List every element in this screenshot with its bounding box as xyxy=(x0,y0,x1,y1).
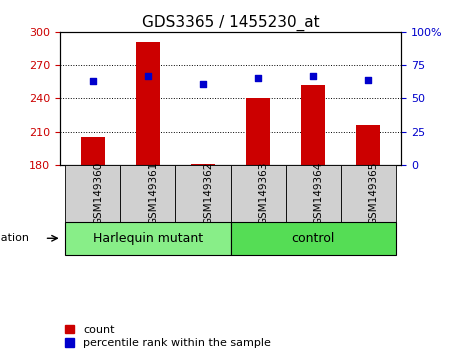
Text: GSM149362: GSM149362 xyxy=(203,161,213,225)
Bar xyxy=(65,165,120,222)
Bar xyxy=(301,85,325,165)
Text: Harlequin mutant: Harlequin mutant xyxy=(93,232,203,245)
Point xyxy=(199,81,207,86)
Text: GSM149365: GSM149365 xyxy=(368,161,378,225)
Point xyxy=(89,78,97,84)
Text: genotype/variation: genotype/variation xyxy=(0,233,29,243)
Text: GSM149360: GSM149360 xyxy=(93,161,103,225)
Bar xyxy=(341,165,396,222)
Point xyxy=(364,77,372,82)
Point xyxy=(144,73,152,79)
Legend: count, percentile rank within the sample: count, percentile rank within the sample xyxy=(65,325,271,348)
Title: GDS3365 / 1455230_at: GDS3365 / 1455230_at xyxy=(142,14,319,30)
Bar xyxy=(65,222,230,255)
Bar xyxy=(356,125,380,165)
Bar xyxy=(81,137,105,165)
Bar xyxy=(246,98,271,165)
Text: GSM149361: GSM149361 xyxy=(148,161,158,225)
Bar xyxy=(190,164,215,165)
Point xyxy=(254,75,262,81)
Bar xyxy=(176,165,230,222)
Text: control: control xyxy=(291,232,335,245)
Bar xyxy=(136,42,160,165)
Text: GSM149363: GSM149363 xyxy=(258,161,268,225)
Bar xyxy=(120,165,176,222)
Point xyxy=(309,73,317,79)
Text: GSM149364: GSM149364 xyxy=(313,161,323,225)
Bar xyxy=(230,165,285,222)
Bar xyxy=(230,222,396,255)
Bar xyxy=(285,165,341,222)
